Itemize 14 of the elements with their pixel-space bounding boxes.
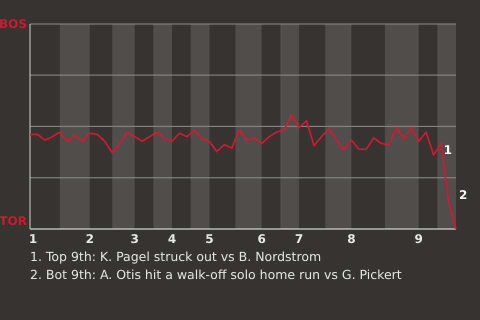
x-tick-label: 2 [86,232,94,246]
x-tick-label: 1 [28,232,38,246]
x-tick-label: 4 [168,232,176,246]
text: 2. Bot 9th: A. Otis hit a walk-off solo home run vs G. Pickert [30,267,402,282]
x-tick-label: 5 [205,232,214,246]
x-tick-label: 7 [294,232,304,246]
text: BOS [0,17,27,32]
text: 2 [459,188,468,202]
x-tick-label: 8 [347,232,356,246]
x-tick-label: 9 [414,232,423,246]
x-tick-label: 6 [258,232,266,246]
text: 1. Top 9th: K. Pagel struck out vs B. Nordstrom [30,249,322,264]
x-tick-label: 3 [130,232,139,246]
annotation: 1 [444,142,452,157]
